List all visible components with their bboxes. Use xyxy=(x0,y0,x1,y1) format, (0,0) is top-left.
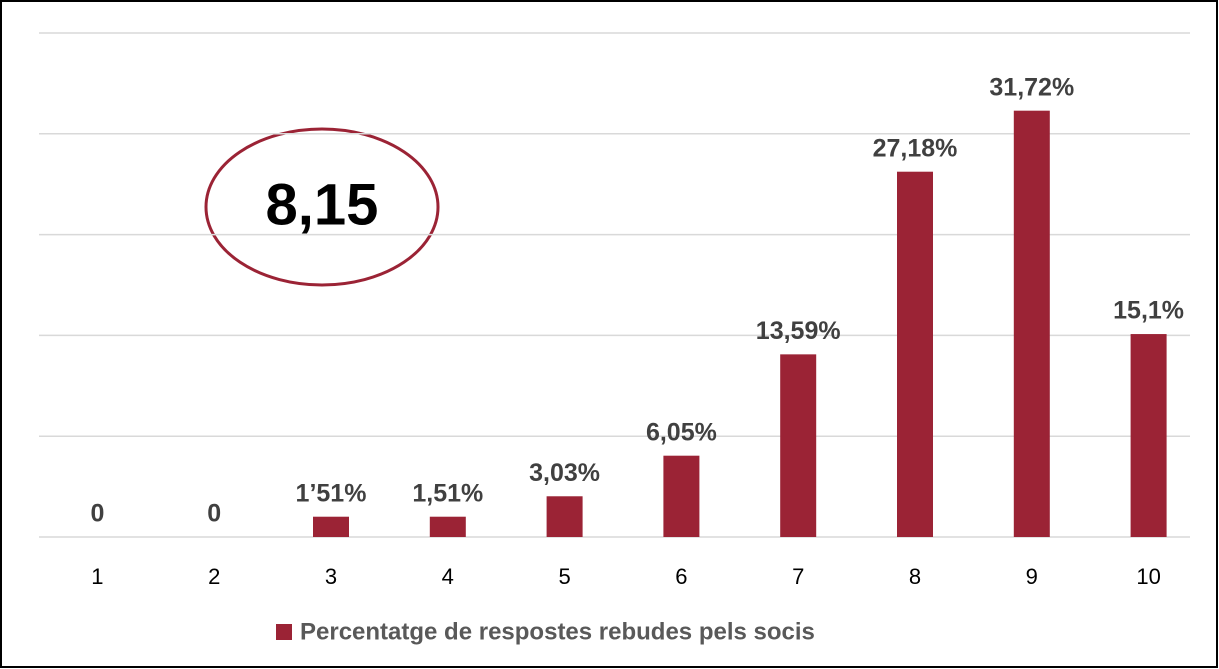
x-tick-label: 8 xyxy=(909,564,921,589)
x-tick-label: 2 xyxy=(208,564,220,589)
x-tick-label: 9 xyxy=(1026,564,1038,589)
x-tick-label: 10 xyxy=(1136,564,1160,589)
annotation: 8,15 xyxy=(266,172,379,237)
bar xyxy=(1130,334,1167,537)
data-label: 15,1% xyxy=(1113,297,1184,325)
bar xyxy=(429,516,466,537)
bar xyxy=(546,496,583,537)
data-label: 1,51% xyxy=(412,479,483,507)
x-tick-label: 5 xyxy=(558,564,570,589)
x-tick-label: 7 xyxy=(792,564,804,589)
data-label: 1’51% xyxy=(296,479,367,507)
legend-swatch xyxy=(276,624,292,640)
legend-label: Percentatge de respostes rebudes pels so… xyxy=(300,618,815,645)
bar xyxy=(313,516,349,537)
data-label: 27,18% xyxy=(873,134,958,162)
x-tick-label: 1 xyxy=(91,564,103,589)
x-tick-label: 4 xyxy=(442,564,454,589)
data-label: 13,59% xyxy=(756,317,841,345)
x-tick-label: 6 xyxy=(675,564,687,589)
bar xyxy=(1013,110,1050,537)
bar xyxy=(897,171,933,537)
data-label: 3,03% xyxy=(529,459,600,487)
annotation-ellipse xyxy=(204,127,440,287)
bar xyxy=(663,455,700,537)
data-label: 0 xyxy=(207,500,221,528)
data-label: 31,72% xyxy=(989,73,1074,101)
data-label: 6,05% xyxy=(646,418,717,446)
data-label: 0 xyxy=(90,500,104,528)
bar xyxy=(780,354,817,537)
x-tick-label: 3 xyxy=(325,564,337,589)
